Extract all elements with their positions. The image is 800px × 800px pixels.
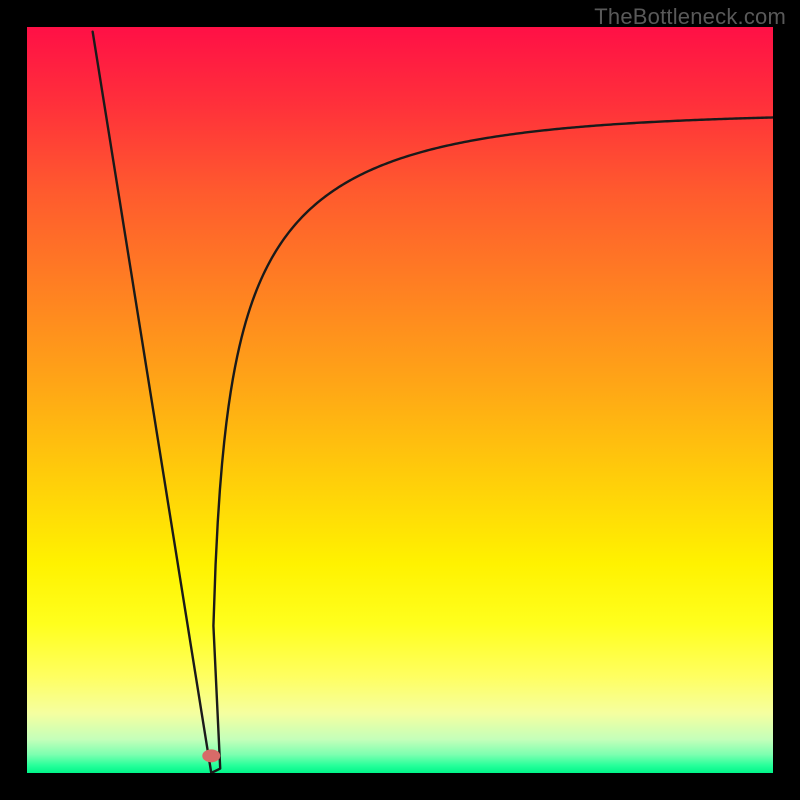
watermark-label: TheBottleneck.com: [594, 4, 786, 30]
plot-area: [27, 27, 773, 773]
gradient-background: [27, 27, 773, 773]
optimal-point-marker: [202, 749, 220, 762]
v-curve-chart: [27, 27, 773, 773]
chart-container: TheBottleneck.com: [0, 0, 800, 800]
